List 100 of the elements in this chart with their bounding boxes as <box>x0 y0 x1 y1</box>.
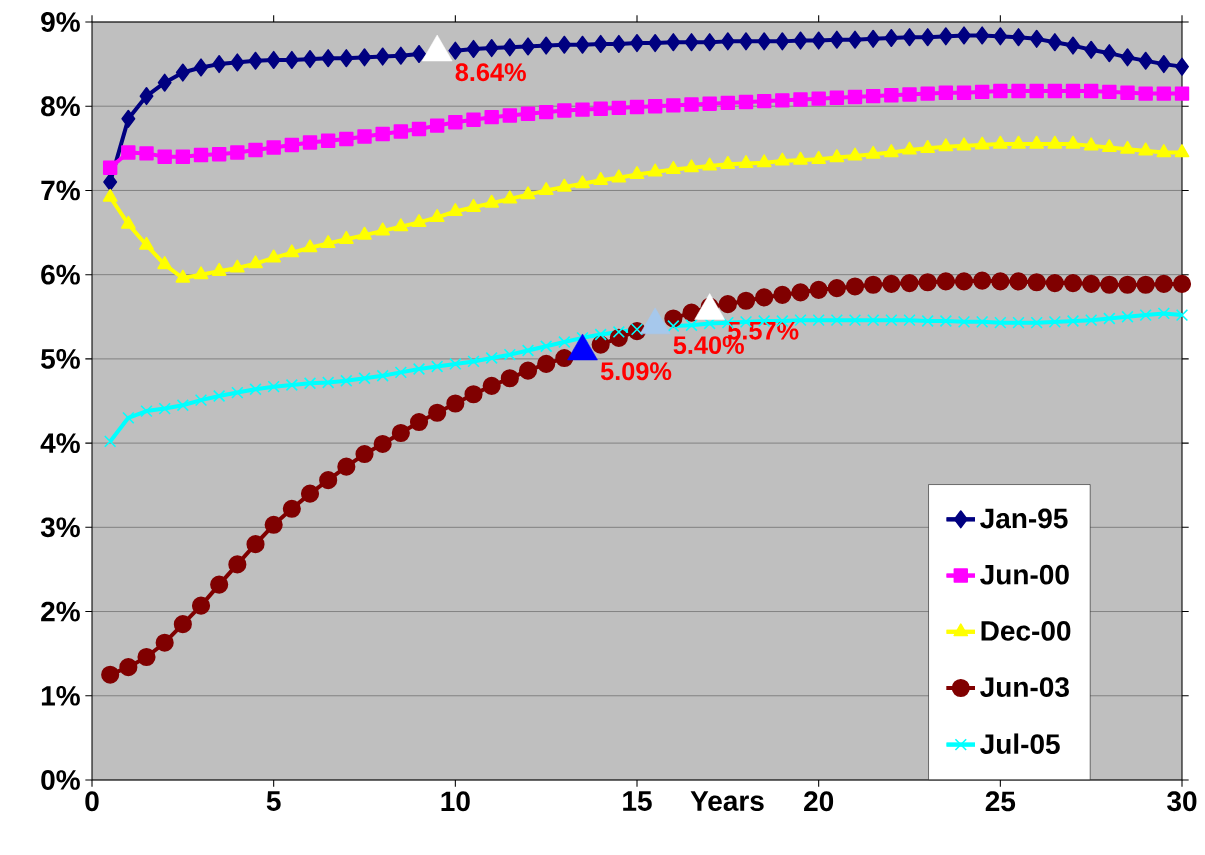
point <box>1029 135 1045 149</box>
point <box>230 53 245 72</box>
point <box>266 50 281 69</box>
point <box>411 214 427 228</box>
point <box>121 145 136 160</box>
point <box>1118 275 1137 294</box>
point <box>157 73 172 92</box>
point <box>393 124 409 139</box>
point <box>648 33 663 53</box>
point <box>1156 144 1172 158</box>
point <box>666 33 681 52</box>
point <box>865 145 881 159</box>
point <box>428 403 447 422</box>
point <box>520 186 536 200</box>
point <box>975 26 990 45</box>
point <box>1045 274 1064 293</box>
point <box>918 273 937 292</box>
point <box>957 26 972 45</box>
point <box>1011 135 1026 149</box>
point <box>556 178 572 192</box>
point <box>684 33 699 52</box>
point <box>667 319 680 333</box>
x-tick-label: 15 <box>623 791 652 811</box>
point <box>1120 48 1135 67</box>
point <box>992 135 1008 149</box>
point <box>684 159 699 173</box>
point <box>976 315 989 328</box>
legend-label: Jan-95 <box>980 508 1068 529</box>
point <box>464 385 483 404</box>
point <box>702 96 717 111</box>
point <box>285 378 299 392</box>
point <box>157 256 173 270</box>
point <box>736 291 756 310</box>
point <box>213 389 226 403</box>
point <box>611 34 626 53</box>
point <box>557 103 572 118</box>
point <box>518 361 538 380</box>
point <box>956 137 972 151</box>
point <box>1011 83 1026 99</box>
point <box>538 104 554 120</box>
point <box>391 423 410 443</box>
point <box>884 88 899 103</box>
y-tick-label: 0% <box>41 770 80 790</box>
point <box>1156 55 1171 74</box>
point <box>902 141 917 155</box>
point <box>357 129 372 144</box>
point <box>791 283 810 302</box>
point <box>1103 312 1116 325</box>
point <box>811 91 826 106</box>
point <box>103 172 118 192</box>
point <box>322 376 335 389</box>
point <box>1084 40 1099 59</box>
point <box>629 166 645 180</box>
point <box>1175 57 1190 76</box>
y-tick-label: 5% <box>41 349 80 369</box>
x-tick-label: 10 <box>441 791 470 812</box>
point <box>1138 86 1153 101</box>
point <box>938 85 954 100</box>
point <box>173 615 192 634</box>
annotation: 8.64% <box>455 63 526 82</box>
point <box>1101 139 1117 153</box>
point <box>845 277 865 296</box>
point <box>994 316 1007 329</box>
point <box>830 313 844 327</box>
point <box>300 484 320 503</box>
point <box>902 28 917 47</box>
point <box>1157 307 1171 320</box>
point <box>358 372 371 385</box>
point <box>864 275 883 294</box>
point <box>521 37 536 56</box>
point <box>1047 83 1063 99</box>
point <box>320 133 336 148</box>
point <box>793 151 808 165</box>
point <box>320 235 336 249</box>
point <box>194 393 208 407</box>
point <box>229 259 245 273</box>
point <box>264 515 283 534</box>
x-axis-title: Years <box>690 791 764 811</box>
point <box>885 313 898 327</box>
point <box>447 203 463 217</box>
point <box>211 262 227 276</box>
point <box>193 147 209 163</box>
point <box>375 126 390 142</box>
point <box>102 188 118 202</box>
point <box>448 41 463 60</box>
point <box>338 230 354 244</box>
point <box>431 360 444 373</box>
point <box>1047 33 1062 52</box>
point <box>773 285 792 304</box>
point <box>211 147 227 162</box>
point <box>921 314 934 328</box>
point <box>1048 315 1062 328</box>
point <box>120 215 136 229</box>
point <box>467 355 480 368</box>
point <box>484 194 500 208</box>
x-tick-label: 20 <box>804 791 834 812</box>
point <box>629 99 645 115</box>
point <box>865 88 881 104</box>
y-tick-label: 4% <box>40 433 80 453</box>
point <box>594 328 607 341</box>
